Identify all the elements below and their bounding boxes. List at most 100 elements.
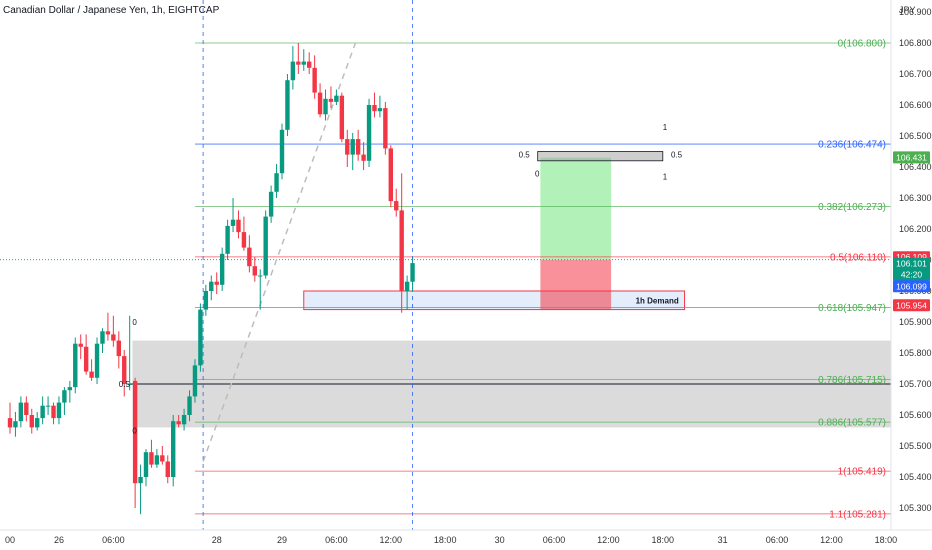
time-tick-label: 18:00 (652, 535, 675, 545)
price-tick-label: 105.400 (899, 472, 932, 482)
take-profit-zone[interactable] (540, 157, 612, 260)
candle-body (143, 452, 149, 477)
time-tick-label: 18:00 (875, 535, 898, 545)
candle-body (51, 405, 56, 419)
candle-body (285, 80, 290, 130)
fib-label-0: 0(106.800) (838, 39, 886, 50)
fib-label-0.236: 0.236(106.474) (818, 140, 886, 151)
candle-body (45, 405, 51, 407)
time-tick-label: 12:00 (820, 535, 843, 545)
candle-body (366, 105, 372, 161)
candle-body (181, 415, 187, 425)
small-fib-box[interactable] (537, 151, 664, 162)
candle-body (29, 415, 34, 428)
currency-label: JPY (899, 5, 916, 15)
candle-body (307, 61, 312, 68)
candle-body (394, 201, 399, 211)
candle-body (187, 396, 192, 415)
price-tag (893, 268, 930, 281)
stop-loss-zone[interactable] (540, 260, 612, 310)
price-tag (893, 151, 930, 164)
candle-body (127, 384, 132, 385)
candle-body (67, 387, 73, 391)
candle-body (160, 455, 165, 462)
zone-mark: 0.5 (519, 151, 531, 160)
candle-body (268, 191, 274, 217)
candle-body (171, 421, 176, 477)
fib-label-0.618: 0.618(105.947) (818, 303, 886, 314)
time-tick-label: 06:00 (766, 535, 789, 545)
time-tick-label: 18:00 (434, 535, 457, 545)
candle-body (339, 95, 345, 140)
zone-mark: 0.5 (671, 151, 683, 160)
candle-body (247, 247, 252, 267)
candle-body (345, 139, 350, 155)
fib-label-0.5: 0.5(106.110) (830, 252, 886, 263)
candles (7, 43, 415, 515)
candle-body (35, 418, 40, 428)
candle-body (7, 418, 13, 428)
candle-body (94, 343, 100, 378)
zone-mark: 1 (663, 172, 668, 181)
time-tick-label: 30 (495, 535, 505, 545)
price-tick-label: 105.300 (899, 503, 932, 513)
candle-body (372, 105, 377, 112)
candle-body (13, 421, 18, 428)
candle-body (24, 402, 29, 415)
demand-zone[interactable] (303, 290, 686, 311)
candle-body (149, 452, 154, 465)
candle-body (209, 281, 214, 291)
candle-body (317, 92, 323, 115)
candle-body (62, 390, 67, 403)
candle-body (105, 331, 111, 335)
candle-body (40, 405, 45, 419)
fib-labels: 0(106.800) 0.236(106.474) 0.382(106.273) 0.… (818, 39, 886, 521)
price-tag (893, 257, 930, 270)
candle-body (361, 154, 366, 161)
fib-label-1: 1(105.419) (838, 467, 886, 478)
candle-body (78, 343, 83, 347)
chart-title: Canadian Dollar / Japanese Yen, 1h, EIGH… (3, 5, 220, 16)
fib-label-0.786: 0.786(105.715) (818, 375, 886, 386)
candle-body (230, 219, 236, 226)
candle-body (154, 455, 160, 465)
candle-body (312, 67, 317, 93)
price-tick-label: 106.300 (899, 193, 932, 203)
candle-body (73, 343, 78, 388)
candle-body (252, 266, 257, 276)
candle-body (214, 281, 219, 285)
candle-body (122, 356, 127, 384)
time-tick-label: 12:00 (380, 535, 403, 545)
candle-body (263, 216, 268, 276)
candle-body (198, 309, 203, 366)
time-tick-label: 12:00 (597, 535, 620, 545)
zone-mark: 0 (132, 427, 137, 436)
zone-mark: 0 (535, 169, 540, 178)
candle-body (132, 380, 138, 484)
candle-body (116, 340, 121, 357)
price-tag-label: 42:20 (901, 270, 923, 280)
price-tick-label: 105.600 (899, 410, 932, 420)
time-tick-label: 06:00 (102, 535, 125, 545)
candle-body (399, 210, 404, 291)
price-tick-label: 106.500 (899, 131, 932, 141)
time-tick-label: 06:00 (543, 535, 566, 545)
time-tick-label: 26 (54, 535, 64, 545)
candle-body (301, 61, 306, 65)
candle-body (410, 263, 415, 282)
candle-body (241, 232, 247, 248)
price-tick-label: 105.700 (899, 379, 932, 389)
price-tick-label: 106.200 (899, 224, 932, 234)
time-axis[interactable]: 00 26 06:00 28 29 06:00 12:00 18:00 30 06:00 12:00… (5, 535, 897, 545)
candle-body (355, 139, 361, 155)
price-tag-label: 106.431 (896, 152, 927, 162)
fib-lines (0, 42, 891, 515)
trend-line[interactable] (202, 42, 357, 462)
candle-body (225, 225, 230, 254)
price-tag-label: 106.109 (896, 252, 927, 262)
candle-body (192, 365, 198, 397)
candle-body (274, 173, 279, 192)
candle-body (236, 219, 241, 233)
